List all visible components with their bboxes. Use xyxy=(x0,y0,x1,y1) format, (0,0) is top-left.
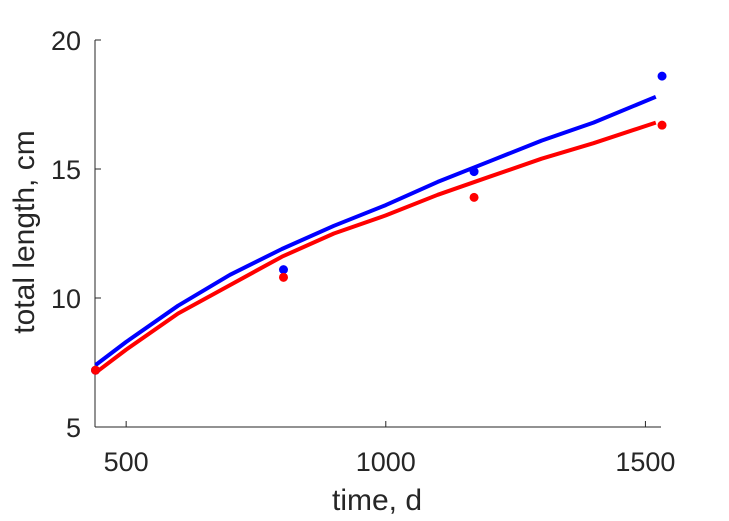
y-tick-label-0: 5 xyxy=(66,413,81,443)
data-point-1-0 xyxy=(91,365,101,375)
x-axis-label: time, d xyxy=(332,484,422,517)
x-tick-label-0: 500 xyxy=(104,447,149,477)
data-point-1-3 xyxy=(657,120,667,130)
fit-curve-1 xyxy=(94,120,657,375)
x-tick-label-2: 1500 xyxy=(615,447,675,477)
axes xyxy=(94,40,661,428)
y-axis-label: total length, cm xyxy=(8,130,41,333)
data-point-1-2 xyxy=(469,192,479,202)
y-tick-label-3: 20 xyxy=(51,26,81,56)
y-axis-ticks: 5 10 15 20 xyxy=(51,26,101,443)
data-point-0-2 xyxy=(469,167,479,177)
data-points xyxy=(91,71,667,375)
x-tick-label-1: 1000 xyxy=(356,447,416,477)
data-point-0-1 xyxy=(278,265,288,275)
y-tick-label-2: 15 xyxy=(51,155,81,185)
fit-curves xyxy=(94,94,657,375)
y-tick-label-1: 10 xyxy=(51,284,81,314)
data-point-0-3 xyxy=(657,71,667,81)
x-axis-ticks: 500 1000 1500 xyxy=(104,421,675,477)
fit-curve-0 xyxy=(94,94,657,367)
data-point-1-1 xyxy=(278,272,288,282)
